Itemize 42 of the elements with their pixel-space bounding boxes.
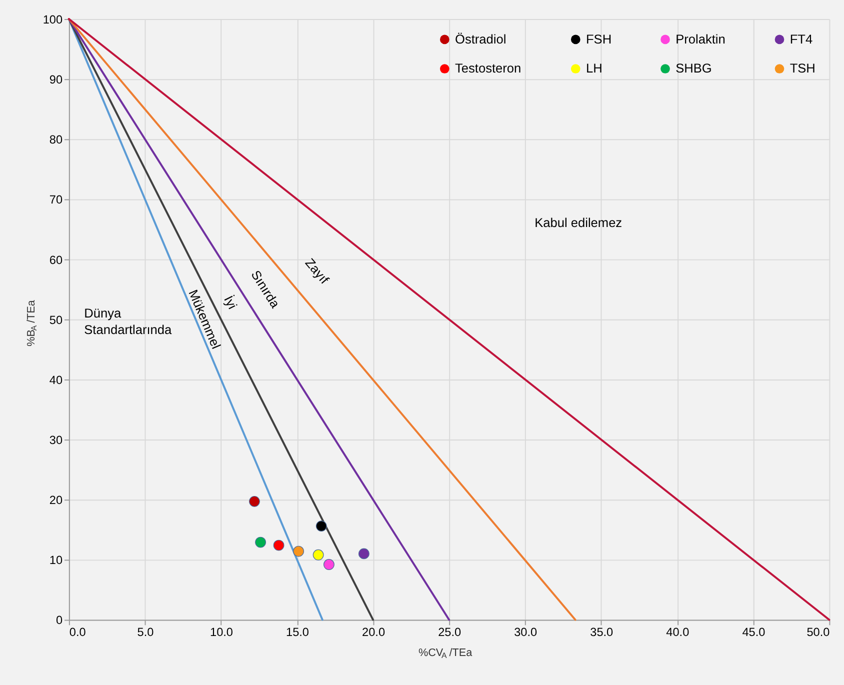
annotation: Kabul edilemez [534,215,622,230]
point [358,548,370,560]
y-tick-label: 30 [49,432,63,447]
x-tick-label: 50.0 [806,625,830,640]
x-tick-label: 45.0 [742,625,766,640]
y-tick-label: 90 [49,72,63,87]
y-tick-label: 60 [49,252,63,267]
legend-label: Prolaktin [676,31,726,46]
y-tick-label: 50 [49,312,63,327]
point [248,496,260,507]
y-tick-label: 70 [49,192,63,207]
x-tick-label: 5.0 [137,625,154,640]
x-tick-label: 35.0 [590,625,614,640]
point [316,520,327,532]
point [324,559,334,570]
legend-label: LH [586,60,602,76]
legend-label: Testosteron [454,60,522,76]
legend-label: SHBG [676,60,712,76]
x-tick-label: 20.0 [362,625,386,640]
x-tick-label: 0.0 [69,625,86,640]
x-tick-label: 40.0 [666,625,690,640]
legend-label: FT4 [790,31,813,46]
point [312,549,324,560]
point [273,540,284,551]
x-tick-label: 10.0 [210,625,234,640]
y-tick-label: 40 [49,372,63,387]
x-tick-label: 15.0 [286,625,310,640]
y-tick-label: 20 [49,493,63,508]
legend-label: FSH [586,31,612,46]
y-tick-label: 100 [42,12,63,26]
point [255,536,266,548]
legend-label: TSH [790,60,816,76]
y-tick-label: 0 [56,613,63,628]
legend-label: Östradiol [454,31,506,46]
y-axis-title: %BA/TEa [25,299,38,346]
x-tick-label: 25.0 [438,625,462,640]
x-tick-label: 30.0 [514,625,538,640]
annotation: İyi [221,293,240,312]
y-tick-label: 10 [49,553,63,568]
point [293,546,304,557]
annotation: Dünya Standartlarında [84,305,173,338]
y-tick-label: 80 [49,132,63,147]
